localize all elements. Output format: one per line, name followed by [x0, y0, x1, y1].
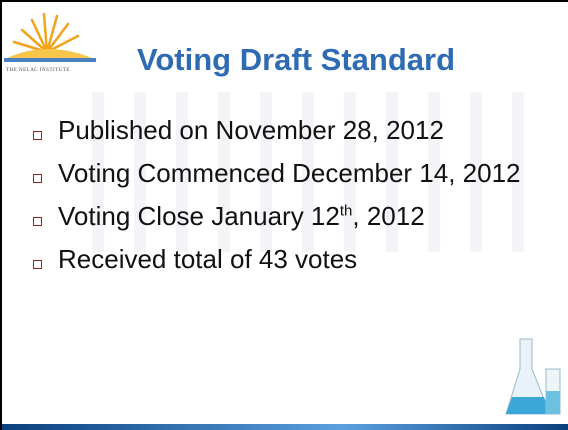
logo-text: THE NELAC INSTITUTE — [6, 68, 70, 73]
bullet-list: Published on November 28, 2012 Voting Com… — [30, 114, 550, 286]
bullet-item: Published on November 28, 2012 — [30, 114, 550, 146]
bullet-text: Published on November 28, 2012 — [58, 115, 444, 145]
logo-sun — [2, 2, 112, 72]
bullet-item: Received total of 43 votes — [30, 243, 550, 275]
bullet-marker — [33, 260, 42, 269]
bullet-marker — [33, 217, 42, 226]
bullet-marker — [33, 174, 42, 183]
bullet-text: Voting Commenced December 14, 2012 — [58, 158, 521, 188]
bullet-text: Voting Close January 12 — [58, 201, 340, 231]
bullet-text-rest: , 2012 — [352, 201, 424, 231]
bottom-bar — [2, 424, 568, 430]
slide: THE NELAC INSTITUTE Voting Draft Standar… — [0, 0, 568, 430]
bullet-item: Voting Commenced December 14, 2012 — [30, 157, 550, 189]
bullet-marker — [33, 131, 42, 140]
bullet-superscript: th — [340, 202, 353, 219]
bullet-item: Voting Close January 12th, 2012 — [30, 200, 550, 232]
flask-illustration — [498, 329, 568, 424]
slide-title: Voting Draft Standard — [137, 42, 455, 78]
bullet-text: Received total of 43 votes — [58, 244, 357, 274]
